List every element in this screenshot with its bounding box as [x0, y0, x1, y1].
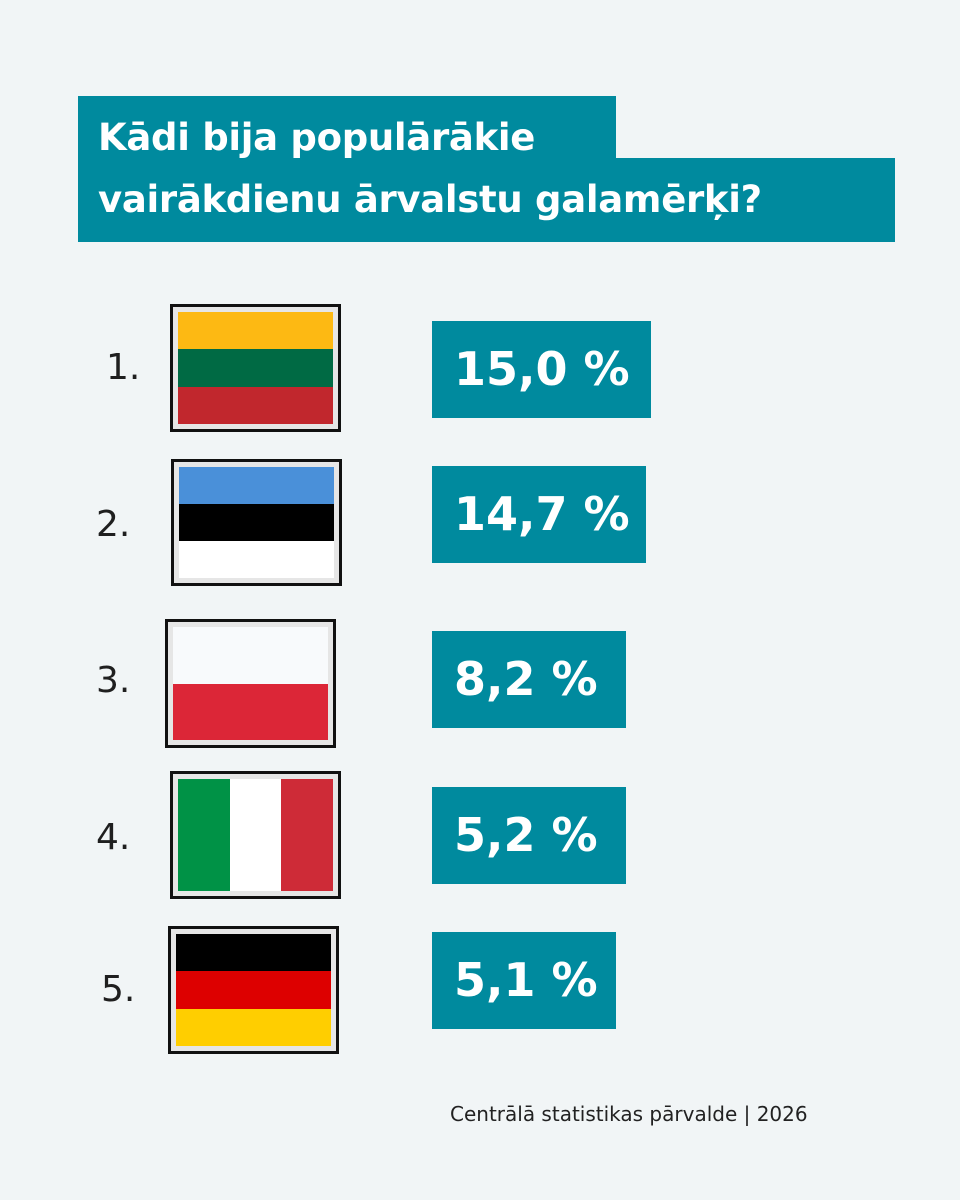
flag-stripe [178, 386, 333, 424]
germany-flag-icon [168, 926, 339, 1054]
flag-stripe [178, 312, 333, 350]
value-box-1: 15,0 % [432, 321, 651, 418]
rank-label-1: 1. [106, 347, 141, 388]
flag-stripe [178, 779, 230, 891]
value-box-5: 5,1 % [432, 932, 616, 1029]
flag-stripes [179, 467, 334, 578]
title-line-1: Kādi bija populārākie [78, 96, 616, 162]
rank-label-2: 2. [96, 504, 131, 545]
poland-flag-icon [165, 619, 336, 748]
flag-stripe [176, 1008, 331, 1046]
flag-stripe [179, 541, 334, 578]
value-box-4: 5,2 % [432, 787, 626, 884]
value-box-2: 14,7 % [432, 466, 646, 563]
lithuania-flag-icon [170, 304, 341, 432]
flag-stripe [176, 934, 331, 972]
flag-stripes [178, 779, 334, 891]
source-footer: Centrālā statistikas pārvalde | 2026 [450, 1102, 808, 1126]
rank-label-5: 5. [101, 969, 136, 1010]
flag-stripe [173, 627, 328, 684]
flag-stripe [179, 467, 334, 504]
rank-label-3: 3. [96, 660, 131, 701]
flag-stripe [281, 779, 334, 891]
title-line-2: vairākdienu ārvalstu galamērķi? [78, 158, 895, 242]
flag-stripe [179, 504, 334, 541]
rank-label-4: 4. [96, 817, 131, 858]
value-box-3: 8,2 % [432, 631, 626, 728]
flag-stripe [173, 683, 328, 740]
estonia-flag-icon [171, 459, 342, 586]
flag-stripes [178, 312, 333, 424]
flag-stripes [176, 934, 331, 1046]
italy-flag-icon [170, 771, 341, 899]
flag-stripes [173, 627, 328, 740]
flag-stripe [229, 779, 282, 891]
flag-stripe [178, 349, 333, 387]
flag-stripe [176, 971, 331, 1009]
